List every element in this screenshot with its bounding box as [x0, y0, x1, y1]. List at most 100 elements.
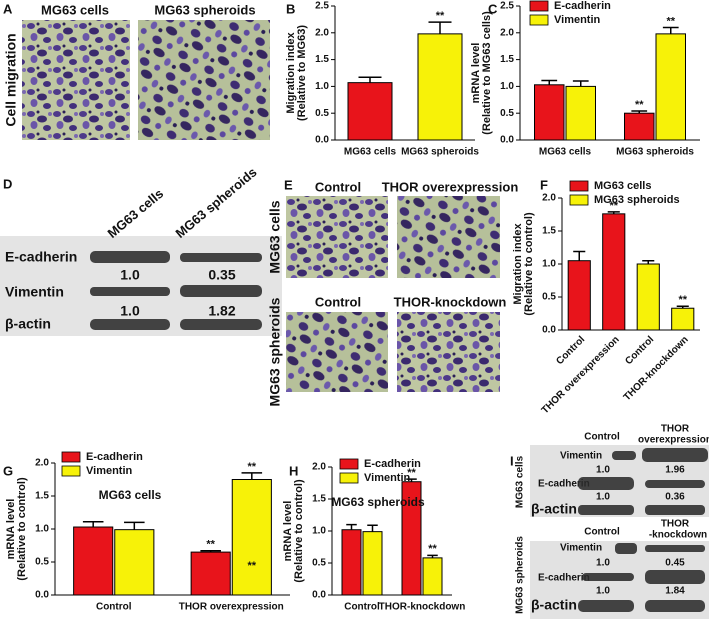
- bar: [114, 529, 155, 596]
- panel-letter: D: [3, 176, 12, 191]
- chart-subtitle: MG63 cells: [99, 488, 162, 502]
- error-bar: [427, 554, 438, 558]
- y-tick-label: 0.0: [312, 590, 326, 601]
- row-label: MG63 cells: [267, 200, 283, 273]
- micrograph: [22, 20, 130, 140]
- level: 0.45: [665, 558, 685, 569]
- error-bar: [406, 478, 417, 482]
- level: 0.35: [208, 267, 235, 283]
- error-bar: [607, 211, 620, 214]
- column-title: overexpression: [638, 435, 709, 446]
- micrograph: [397, 196, 500, 278]
- significance: **: [678, 294, 687, 306]
- blot-band: [642, 448, 708, 462]
- level: 1.0: [596, 492, 610, 503]
- blot-band: [645, 480, 705, 488]
- x-tick-label: Control: [554, 334, 587, 367]
- x-tick-label: THOR-knockdown: [622, 334, 691, 403]
- blot-band: [615, 543, 637, 554]
- micrograph: [286, 312, 388, 392]
- significance: **: [248, 461, 257, 473]
- error-bar: [200, 550, 221, 553]
- y-tick-label: 1.0: [312, 526, 326, 537]
- bar: [565, 85, 596, 141]
- y-tick-label: 1.0: [500, 81, 514, 92]
- column-title: MG63 cells: [104, 186, 166, 241]
- bar: [347, 82, 393, 141]
- blot-band: [90, 287, 170, 296]
- significance: **: [635, 99, 644, 111]
- y-tick-label: 1.5: [500, 54, 514, 65]
- row-label: E-cadherin: [5, 249, 77, 265]
- panel-d: D MG63 cells MG63 spheroids E-cadherin 1…: [0, 164, 282, 336]
- bar: [602, 213, 626, 331]
- row-label: Vimentin: [560, 543, 602, 554]
- row-label: β-actin: [5, 316, 51, 332]
- row-label: Cell migration: [3, 33, 19, 126]
- column-title: MG63 cells: [41, 2, 109, 17]
- y-axis-label: (Relative to control): [293, 479, 305, 583]
- column-title: MG63 spheroids: [154, 2, 255, 17]
- column-title: MG63 spheroids: [172, 164, 259, 241]
- group-label: MG63 spheroids: [515, 536, 526, 614]
- blot-band: [582, 573, 634, 581]
- x-tick-label: THOR-knockdown: [379, 602, 466, 613]
- y-tick-label: 1.5: [315, 54, 329, 65]
- panel-letter: E: [284, 177, 293, 192]
- chart-subtitle: MG63 spheroids: [331, 495, 425, 509]
- y-tick-label: 1.0: [315, 81, 329, 92]
- blot-band: [645, 545, 705, 552]
- bar: [636, 263, 660, 331]
- y-tick-label: 0.0: [542, 325, 556, 336]
- level: 0.36: [665, 492, 685, 503]
- y-tick-label: 1.0: [35, 524, 49, 535]
- y-tick-label: 2.0: [500, 27, 514, 38]
- level: 1.0: [596, 558, 610, 569]
- error-bar: [541, 79, 558, 85]
- blot-band: [180, 319, 262, 330]
- level: 1.0: [120, 303, 140, 319]
- panel-letter: F: [540, 177, 548, 192]
- blot-band: [180, 253, 262, 262]
- y-tick-label: 0.5: [35, 557, 49, 568]
- error-bar: [241, 472, 263, 480]
- legend-label: MG63 spheroids: [594, 194, 680, 206]
- column-title: -knockdown: [649, 530, 707, 541]
- panel-letter: I: [510, 453, 514, 468]
- error-bar: [358, 76, 382, 83]
- column-title: THOR-knockdown: [394, 294, 507, 309]
- y-axis-label: (Relative to control): [523, 212, 535, 316]
- blot-band: [180, 285, 262, 297]
- error-bar: [676, 305, 689, 309]
- legend-swatch: [529, 0, 549, 12]
- level: 1.82: [208, 303, 235, 319]
- panel-letter: B: [286, 1, 295, 16]
- row-label: E-cadherin: [538, 573, 590, 584]
- significance: **: [436, 10, 445, 22]
- x-tick-label: MG63 cells: [539, 147, 592, 158]
- blot-band: [645, 600, 705, 612]
- error-bar: [642, 259, 655, 264]
- legend-swatch: [569, 194, 589, 206]
- bar: [231, 479, 272, 596]
- legend-swatch: [529, 14, 549, 26]
- row-label: Vimentin: [560, 451, 602, 462]
- y-tick-label: 1.0: [542, 259, 556, 270]
- blot-band: [612, 451, 636, 460]
- panel-letter: C: [488, 1, 498, 16]
- legend-label: E-cadherin: [364, 458, 421, 470]
- y-tick-label: 0.5: [542, 292, 556, 303]
- significance: **: [248, 560, 257, 572]
- significance: **: [206, 539, 215, 551]
- level: 1.96: [665, 465, 685, 476]
- y-tick-label: 0.0: [315, 135, 329, 146]
- bar: [362, 531, 383, 596]
- y-tick-label: 2.0: [315, 27, 329, 38]
- y-axis-label: Migration index: [285, 31, 297, 113]
- y-axis-label: (Relative to control): [16, 477, 28, 581]
- column-title: Control: [584, 432, 620, 443]
- micrograph: [397, 312, 500, 392]
- error-bar: [428, 21, 452, 34]
- micrograph: [138, 20, 270, 140]
